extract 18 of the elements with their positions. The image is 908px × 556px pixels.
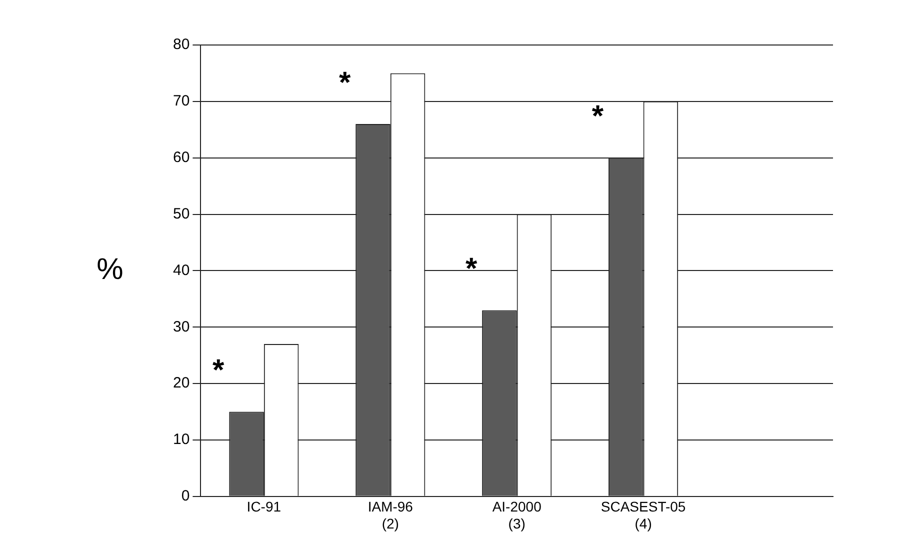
y-tick-label: 40 xyxy=(172,262,190,279)
x-tick-label: AI-2000 (3) xyxy=(492,498,542,532)
y-tick-label: 70 xyxy=(172,92,190,110)
y-tick-label: 60 xyxy=(172,148,190,166)
x-tick-label: SCASEST-05 (4) xyxy=(600,498,686,532)
annotation: * xyxy=(212,354,225,388)
y-tick-label: 10 xyxy=(172,431,190,448)
annotation: * xyxy=(592,100,604,134)
x-tick-label: IAM-96 (2) xyxy=(368,498,414,532)
y-tick-label: 50 xyxy=(172,205,190,222)
y-tick-label: 80 xyxy=(172,36,190,54)
y-tick-label: 0 xyxy=(181,488,190,505)
y-tick-label: 30 xyxy=(172,318,190,336)
annotation: * xyxy=(465,252,478,286)
annotation: * xyxy=(339,66,352,100)
y-axis-title: % xyxy=(96,252,124,286)
x-tick-label: IC-91 xyxy=(246,498,282,515)
y-tick-label: 20 xyxy=(172,374,190,392)
